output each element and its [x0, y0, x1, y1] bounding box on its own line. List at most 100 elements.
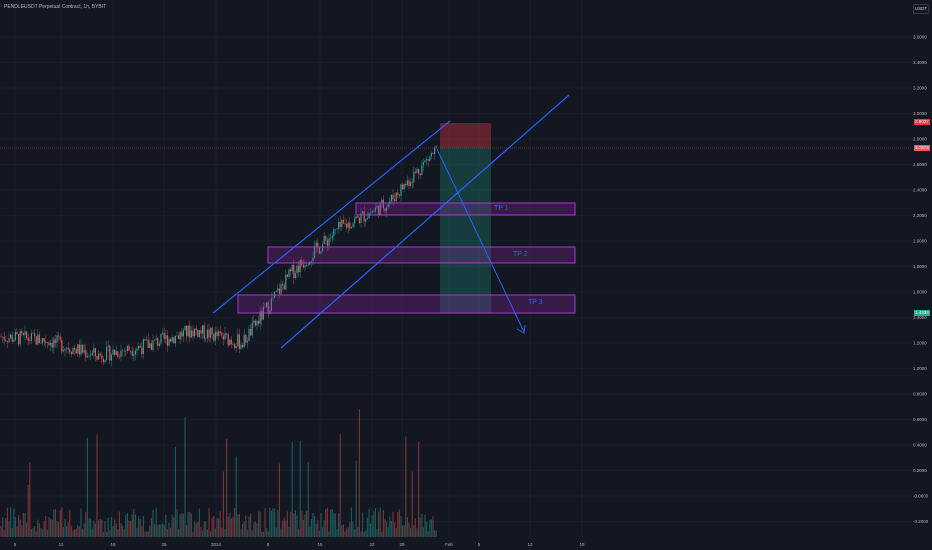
time-axis: 5 11 18 25 2024 8 15 22 29 Feb 5 12 19 — [14, 542, 585, 547]
volume-bar — [38, 523, 40, 537]
volume-bar — [21, 525, 23, 537]
volume-bar — [206, 529, 208, 537]
volume-bar — [37, 519, 39, 537]
volume-bar — [416, 528, 418, 537]
volume-bar — [2, 517, 4, 537]
candle-body — [206, 329, 208, 339]
volume-bar — [32, 528, 34, 537]
volume-bar — [45, 516, 47, 537]
candle-body — [18, 334, 20, 345]
volume-bar — [13, 508, 15, 537]
target-zone — [440, 148, 491, 313]
candle-body — [35, 336, 37, 345]
volume-bar — [302, 519, 304, 537]
volume-bar — [395, 528, 397, 537]
candle-body — [128, 345, 130, 351]
volume-bar — [296, 515, 298, 537]
candle-body — [371, 211, 373, 213]
volume-bar — [382, 509, 384, 537]
volume-bar — [218, 518, 220, 537]
candle-body — [277, 288, 279, 291]
price-axis: 3.6000 3.4000 3.2000 3.0000 2.8000 2.6000 2.40… — [913, 35, 929, 525]
volume-bar — [203, 521, 205, 537]
candle-body — [82, 344, 84, 353]
candle-body — [341, 219, 343, 227]
volume-bar — [387, 527, 389, 537]
candle-body — [358, 217, 360, 223]
candle-body — [56, 335, 58, 343]
candle-body — [29, 340, 31, 342]
volume-bar — [278, 463, 280, 537]
candle-body — [307, 264, 309, 266]
volume-bar — [69, 509, 71, 537]
candle-body — [254, 320, 256, 326]
candle-body — [429, 156, 431, 161]
candle-body — [58, 335, 60, 337]
candle-body — [216, 331, 218, 337]
volume-bar — [368, 508, 370, 537]
candle-body — [38, 334, 40, 344]
volume-bar — [376, 529, 378, 537]
candle-body — [66, 347, 68, 349]
volume-bar — [320, 512, 322, 537]
volume-bar — [330, 509, 332, 537]
volume-bar — [88, 517, 90, 537]
volume-bar — [312, 512, 314, 537]
candle-body — [213, 333, 215, 341]
volume-bar — [422, 527, 424, 537]
volume-bar — [379, 507, 381, 537]
volume-bar — [117, 529, 119, 537]
target-price-tag: 1.4333 — [914, 310, 930, 316]
volume-bar — [74, 529, 76, 537]
volume-bar — [160, 524, 162, 537]
candle-body — [139, 345, 141, 348]
candle-body — [110, 354, 112, 361]
candle-body — [34, 333, 36, 337]
volume-bar — [274, 508, 276, 537]
volume-bar — [179, 514, 181, 537]
candle-body — [98, 353, 100, 360]
volume-bar — [429, 519, 431, 537]
candle-body — [419, 173, 421, 176]
candle-body — [294, 273, 296, 278]
candle-body — [218, 331, 220, 337]
volume-bar — [413, 525, 415, 537]
candle-body — [435, 146, 437, 148]
candle-body — [334, 229, 336, 230]
candle-body — [21, 331, 23, 334]
volume-bar — [197, 522, 199, 537]
candle-body — [144, 339, 146, 341]
candle-body — [149, 343, 151, 348]
volume-bar — [114, 519, 116, 537]
volume-bar — [98, 520, 100, 537]
candle-body — [69, 349, 71, 353]
candle-body — [370, 212, 372, 214]
candle-body — [171, 337, 173, 342]
candle-body — [278, 288, 280, 294]
candle-body — [198, 330, 200, 337]
volume-bar — [138, 516, 140, 537]
volume-bar — [80, 508, 82, 537]
candle-body — [320, 251, 322, 254]
candle-body — [102, 359, 104, 363]
candle-body — [386, 207, 388, 212]
candle-body — [131, 351, 133, 356]
currency-button[interactable]: USDT — [913, 4, 929, 14]
volume-bar — [389, 516, 391, 537]
volume-bar — [106, 531, 108, 537]
candle-body — [2, 336, 4, 338]
candle-body — [246, 341, 248, 343]
volume-bar — [248, 516, 250, 537]
candle-body — [315, 242, 317, 247]
tp2-label: TP 2 — [513, 251, 528, 258]
candle-body — [78, 344, 80, 355]
volume-bar — [336, 529, 338, 537]
volume-bar — [240, 529, 242, 537]
candle-body — [346, 223, 348, 228]
volume-bar — [227, 516, 229, 537]
volume-bar — [171, 514, 173, 537]
volume-bar — [176, 509, 178, 537]
candle-body — [365, 219, 367, 222]
volume-bar — [226, 439, 228, 537]
